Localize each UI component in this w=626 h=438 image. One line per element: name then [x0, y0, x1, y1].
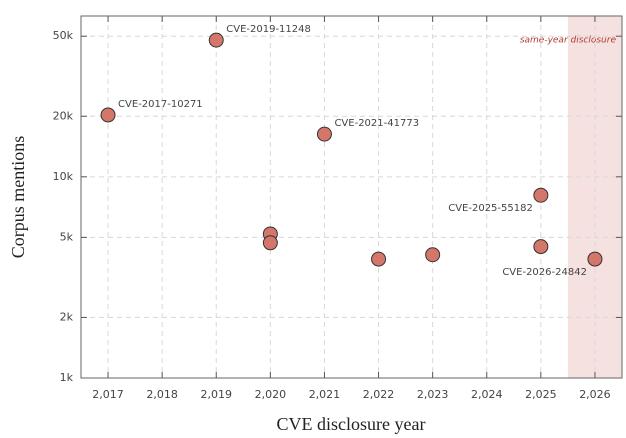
y-tick-label: 1k	[60, 371, 74, 384]
x-tick-label: 2,019	[201, 388, 233, 401]
background-layer: same-year disclosure	[81, 16, 622, 379]
point	[262, 235, 278, 251]
x-axis-label: CVE disclosure year	[277, 414, 426, 434]
point	[425, 247, 441, 263]
x-tick-label: 2,024	[471, 388, 503, 401]
x-tick-label: 2,023	[417, 388, 449, 401]
point-label: CVE-2021-41773	[334, 118, 419, 129]
point-label: CVE-2026-24842	[502, 267, 587, 278]
y-tick-label: 50k	[53, 29, 74, 42]
point	[533, 239, 549, 255]
y-tick-label: 2k	[60, 310, 74, 323]
y-tick-label: 10k	[53, 170, 74, 183]
x-tick-label: 2,020	[255, 388, 287, 401]
x-tick-label: 2,025	[525, 388, 557, 401]
y-tick-label: 20k	[53, 109, 74, 122]
x-tick-label: 2,022	[363, 388, 395, 401]
x-tick-label: 2,021	[309, 388, 341, 401]
y-axis-label: Corpus mentions	[8, 136, 28, 259]
point-label: CVE-2025-55182	[448, 203, 533, 214]
plot-frame	[80, 15, 623, 379]
point-label: CVE-2019-11248	[226, 24, 311, 35]
y-tick-label: 5k	[60, 230, 74, 243]
point-label: CVE-2017-10271	[118, 99, 203, 110]
point	[316, 126, 332, 142]
point	[208, 32, 224, 48]
x-tick-label: 2,018	[146, 388, 178, 401]
point	[100, 107, 116, 123]
point	[533, 187, 549, 203]
point	[371, 251, 387, 267]
x-tick-label: 2,017	[92, 388, 124, 401]
point	[587, 251, 603, 267]
x-tick-label: 2,026	[579, 388, 611, 401]
highlight-label: same-year disclosure	[520, 36, 617, 46]
